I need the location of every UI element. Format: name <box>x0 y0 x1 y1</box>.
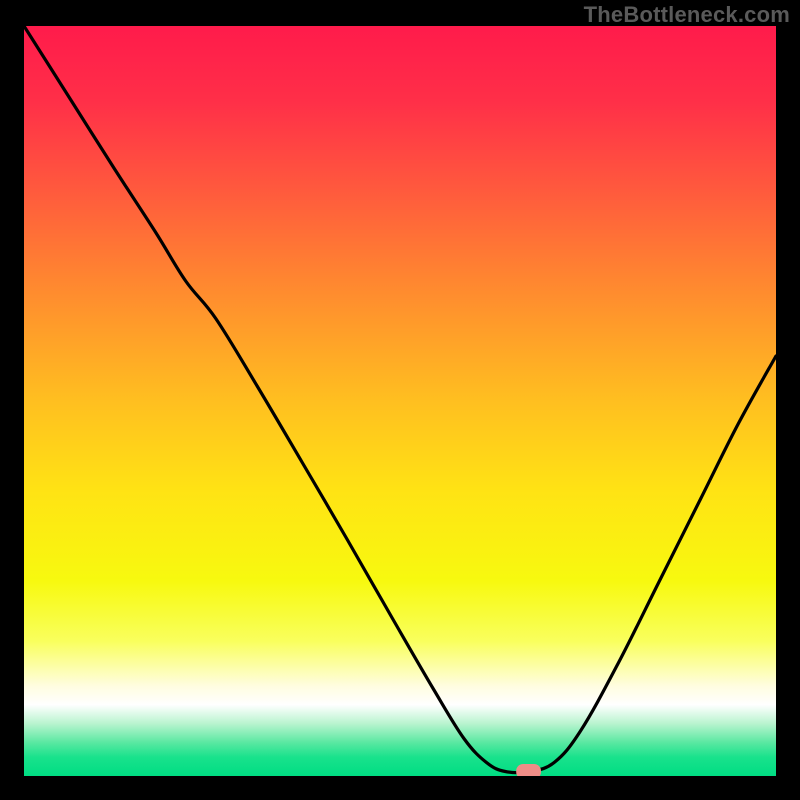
bottleneck-chart <box>0 0 800 800</box>
attribution-label: TheBottleneck.com <box>584 2 790 28</box>
plot-background-gradient <box>24 26 776 776</box>
chart-container: TheBottleneck.com <box>0 0 800 800</box>
